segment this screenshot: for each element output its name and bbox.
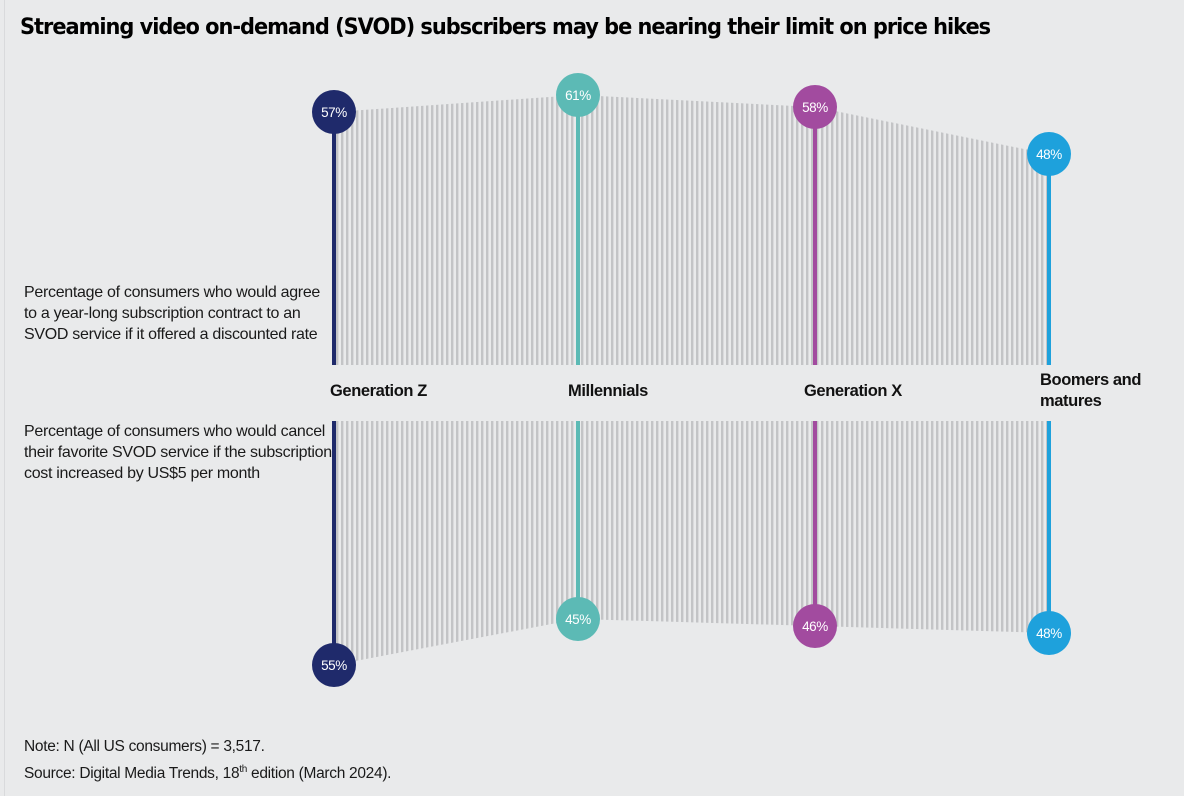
label-generation-x: Generation X	[804, 382, 902, 400]
bubble-gen-z-bottom: 55%	[312, 643, 356, 687]
svg-text:57%: 57%	[321, 105, 347, 120]
stems	[332, 95, 1051, 665]
svg-text:58%: 58%	[802, 100, 828, 115]
svg-text:55%: 55%	[321, 658, 347, 673]
top-series-band	[334, 95, 1049, 365]
bottom-series-description: Percentage of consumers who would cancel…	[24, 423, 332, 482]
bubble-gen-x-top: 58%	[793, 85, 837, 129]
label-millennials: Millennials	[568, 382, 648, 400]
bubble-boomers-top: 48%	[1027, 132, 1071, 176]
footer-source: Source: Digital Media Trends, 18th editi…	[24, 764, 391, 783]
bubble-boomers-bottom: 48%	[1027, 611, 1071, 655]
bubble-gen-z-top: 57%	[312, 90, 356, 134]
source-suffix: edition (March 2024).	[247, 765, 392, 783]
bubble-millennials-bottom: 45%	[556, 597, 600, 641]
bubble-millennials-top: 61%	[556, 73, 600, 117]
bubble-gen-x-bottom: 46%	[793, 604, 837, 648]
label-boomers-and-matures: Boomers and matures	[1040, 371, 1142, 410]
label-generation-z: Generation Z	[330, 382, 427, 400]
top-series-description: Percentage of consumers who would agree …	[24, 284, 321, 343]
bottom-series-band	[334, 421, 1049, 665]
svg-text:48%: 48%	[1036, 626, 1062, 641]
svg-text:46%: 46%	[802, 619, 828, 634]
source-superscript: th	[239, 764, 248, 775]
svg-text:48%: 48%	[1036, 147, 1062, 162]
svg-text:61%: 61%	[565, 88, 591, 103]
footer-note: Note: N (All US consumers) = 3,517.	[24, 738, 265, 755]
chart-title: Streaming video on-demand (SVOD) subscri…	[20, 14, 991, 40]
source-prefix: Source: Digital Media Trends, 18	[24, 765, 240, 783]
svg-text:45%: 45%	[565, 612, 591, 627]
